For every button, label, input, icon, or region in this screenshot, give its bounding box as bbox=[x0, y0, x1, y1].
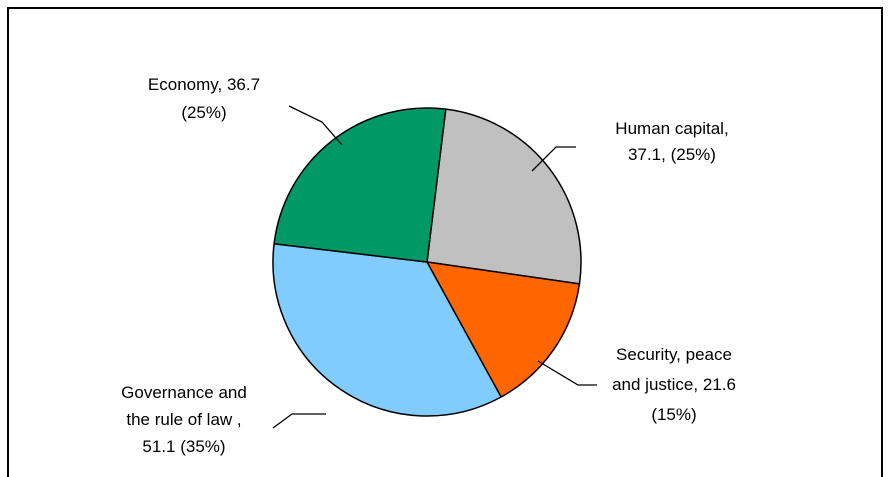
data-label-line: Governance and bbox=[121, 383, 247, 402]
pie-slice-governance-and-the-rule-of-law bbox=[272, 242, 503, 417]
data-label-line: (15%) bbox=[651, 405, 696, 424]
data-label-line: Human capital, bbox=[615, 119, 728, 138]
data-label-line: (25%) bbox=[181, 103, 226, 122]
data-label-line: the rule of law , bbox=[126, 410, 241, 429]
data-label-security-peace-and-justice: Security, peace and justice, 21.6 (15%) bbox=[612, 345, 736, 424]
data-label-line: Security, peace bbox=[616, 345, 732, 364]
data-label-line: 51.1 (35%) bbox=[142, 437, 225, 456]
data-label-economy: Economy, 36.7 (25%) bbox=[148, 75, 260, 122]
data-label-line: and justice, 21.6 bbox=[612, 375, 736, 394]
data-label-line: Economy, 36.7 bbox=[148, 75, 260, 94]
data-label-governance-and-the-rule-of-law: Governance and the rule of law , 51.1 (35%… bbox=[121, 383, 247, 456]
data-label-human-capital: Human capital, 37.1, (25%) bbox=[615, 119, 728, 164]
leader-line-governance-and-the-rule-of-law bbox=[272, 413, 326, 429]
leader-line-security-peace-and-justice bbox=[537, 360, 597, 386]
pie-slice-human-capital bbox=[426, 108, 582, 285]
leader-line-economy bbox=[288, 105, 343, 146]
data-label-line: 37.1, (25%) bbox=[628, 145, 716, 164]
pie-slice-economy bbox=[273, 107, 447, 263]
leader-line-human-capital bbox=[531, 146, 576, 172]
